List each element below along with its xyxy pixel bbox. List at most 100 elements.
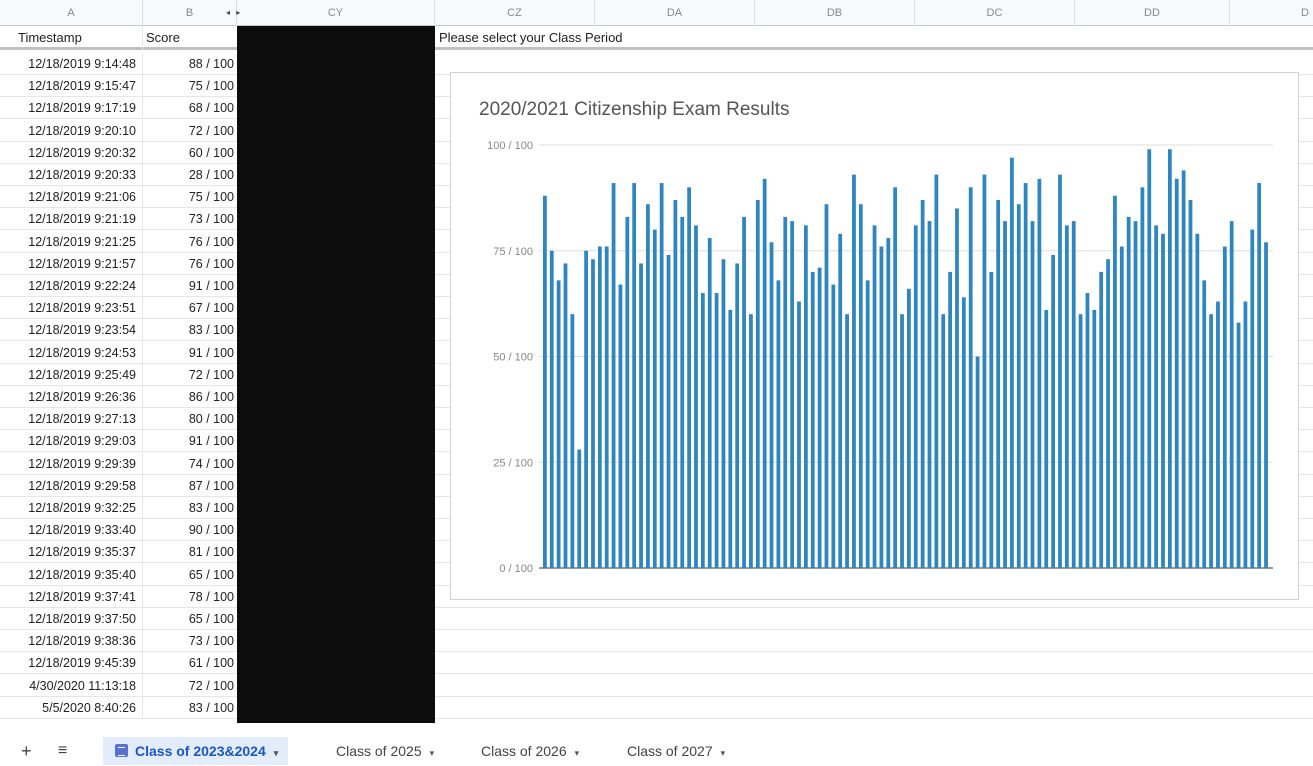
chart-bar[interactable] — [1078, 314, 1083, 568]
score-cell[interactable]: 73 / 100 — [188, 212, 234, 227]
chart-bar[interactable] — [639, 263, 643, 568]
chart-bar[interactable] — [687, 187, 692, 569]
timestamp-cell[interactable]: 12/18/2019 9:23:51 — [0, 297, 143, 320]
timestamp-cell[interactable]: 12/18/2019 9:21:25 — [0, 230, 143, 253]
timestamp-cell[interactable]: 12/18/2019 9:20:32 — [0, 141, 143, 164]
chart-bar[interactable] — [1174, 178, 1179, 568]
score-cell[interactable]: 72 / 100 — [188, 367, 234, 382]
chart-bar[interactable] — [1195, 233, 1200, 568]
score-cell[interactable]: 86 / 100 — [188, 390, 234, 404]
timestamp-cell[interactable]: 12/18/2019 9:23:54 — [0, 319, 143, 342]
chart-bar[interactable] — [714, 293, 719, 568]
chart-bar[interactable] — [1264, 242, 1268, 569]
score-cell[interactable]: 91 / 100 — [188, 279, 234, 293]
chart-bar[interactable] — [1181, 170, 1186, 568]
all-sheets-menu-icon[interactable]: ≡ — [58, 742, 68, 759]
chart-bar[interactable] — [790, 221, 795, 568]
score-cell[interactable]: 90 / 100 — [188, 523, 234, 538]
chevron-down-icon[interactable]: ▾ — [574, 748, 580, 758]
chart-bar[interactable] — [611, 183, 616, 568]
chart-bar[interactable] — [1085, 293, 1090, 568]
timestamp-cell[interactable]: 12/18/2019 9:15:47 — [0, 75, 143, 98]
chart-bar[interactable] — [707, 238, 712, 568]
timestamp-cell[interactable]: 12/18/2019 9:21:06 — [0, 186, 143, 209]
chart-bar[interactable] — [1257, 183, 1262, 568]
chart-bar[interactable] — [1023, 183, 1028, 568]
chart-bar[interactable] — [742, 216, 746, 568]
score-cell[interactable]: 65 / 100 — [188, 567, 234, 582]
chart-bar[interactable] — [755, 199, 760, 568]
chart-bar[interactable] — [570, 314, 575, 568]
chart-bar[interactable] — [989, 271, 994, 568]
chart-bar[interactable] — [879, 246, 884, 568]
chart-bar[interactable] — [845, 314, 849, 568]
chart-bar[interactable] — [838, 233, 843, 568]
hidden-columns-arrows-icon[interactable]: ◂ ▸ — [226, 8, 243, 17]
timestamp-cell[interactable]: 12/18/2019 9:24:53 — [0, 341, 143, 364]
chart-bar[interactable] — [1216, 301, 1220, 568]
chart-bar[interactable] — [955, 208, 959, 568]
score-cell[interactable]: 68 / 100 — [188, 101, 234, 116]
chart-bar[interactable] — [1133, 221, 1138, 568]
chart-bar[interactable] — [913, 225, 918, 568]
timestamp-cell[interactable]: 12/18/2019 9:45:39 — [0, 652, 143, 675]
chart-bar[interactable] — [1010, 157, 1014, 568]
chart-bar[interactable] — [577, 449, 582, 568]
score-cell[interactable]: 91 / 100 — [188, 434, 234, 449]
tab-class-of-2025[interactable]: Class of 2025 ▾ — [326, 737, 444, 765]
chart-bar[interactable] — [1016, 204, 1021, 568]
tab-class-of-2027[interactable]: Class of 2027 ▾ — [617, 737, 735, 765]
column-header-cy[interactable]: CY — [237, 0, 435, 26]
chart-bar[interactable] — [1202, 280, 1207, 568]
chart-bar[interactable] — [549, 250, 554, 568]
chart-bar[interactable] — [1071, 221, 1076, 568]
chart-bar[interactable] — [680, 216, 685, 568]
chart-bar[interactable] — [1113, 195, 1117, 568]
timestamp-cell[interactable]: 12/18/2019 9:25:49 — [0, 363, 143, 386]
chart-bar[interactable] — [646, 204, 650, 568]
chart-bar[interactable] — [652, 229, 657, 568]
chart-bar[interactable] — [1250, 229, 1255, 568]
chart-bar[interactable] — [749, 314, 753, 568]
chart-bar[interactable] — [1222, 246, 1227, 568]
chart-bar[interactable] — [831, 284, 836, 568]
chart-bar[interactable] — [1154, 225, 1159, 568]
timestamp-header[interactable]: Timestamp — [0, 26, 143, 50]
score-cell[interactable]: 80 / 100 — [188, 412, 234, 427]
score-cell[interactable]: 78 / 100 — [188, 589, 234, 604]
chart-bar[interactable] — [1126, 216, 1131, 568]
chart-bar[interactable] — [900, 314, 904, 568]
chart-bar[interactable] — [618, 284, 623, 568]
timestamp-cell[interactable]: 12/18/2019 9:29:03 — [0, 430, 143, 453]
chart-bar[interactable] — [1161, 233, 1165, 568]
timestamp-cell[interactable]: 12/18/2019 9:37:50 — [0, 608, 143, 630]
chart-bar[interactable] — [975, 356, 980, 569]
chart-bar[interactable] — [810, 271, 815, 568]
timestamp-cell[interactable]: 12/18/2019 9:33:40 — [0, 519, 143, 542]
chart-bar[interactable] — [1147, 149, 1152, 568]
chart-bar[interactable] — [735, 263, 740, 568]
chevron-down-icon[interactable]: ▾ — [720, 748, 726, 758]
timestamp-cell[interactable]: 12/18/2019 9:35:37 — [0, 541, 143, 564]
timestamp-cell[interactable]: 4/30/2020 11:13:18 — [0, 674, 143, 697]
chart-bar[interactable] — [961, 297, 966, 568]
column-header-da[interactable]: DA — [595, 0, 755, 26]
chart-bar[interactable] — [817, 267, 822, 568]
chart-bar[interactable] — [852, 174, 856, 569]
chart-bar[interactable] — [920, 199, 925, 568]
timestamp-cell[interactable]: 5/5/2020 8:40:26 — [0, 696, 143, 719]
score-cell[interactable]: 61 / 100 — [188, 656, 234, 671]
chevron-down-icon[interactable]: ▾ — [273, 748, 279, 758]
chart-bar[interactable] — [625, 216, 630, 568]
score-cell[interactable]: 91 / 100 — [188, 345, 234, 360]
timestamp-cell[interactable]: 12/18/2019 9:29:39 — [0, 452, 143, 475]
score-cell[interactable]: 60 / 100 — [188, 145, 234, 160]
chart-bar[interactable] — [1003, 221, 1007, 568]
timestamp-cell[interactable]: 12/18/2019 9:35:40 — [0, 563, 143, 586]
timestamp-cell[interactable]: 12/18/2019 9:21:57 — [0, 252, 143, 275]
chart-bar[interactable] — [776, 280, 781, 568]
chart-bar[interactable] — [721, 259, 726, 568]
chart-bar[interactable] — [666, 254, 671, 569]
score-cell[interactable]: 73 / 100 — [188, 634, 234, 649]
chart-bar[interactable] — [872, 225, 877, 568]
